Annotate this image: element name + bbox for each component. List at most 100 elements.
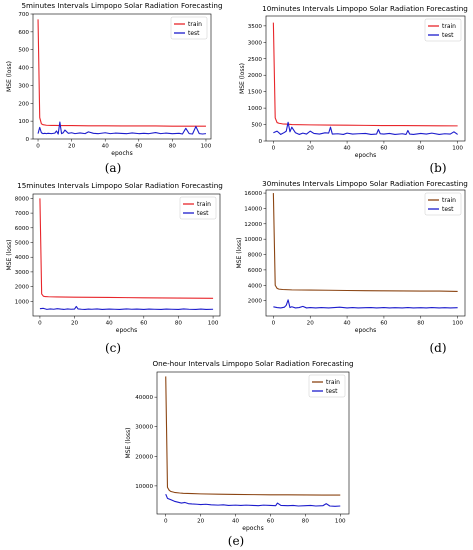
x-tick-label: 80 [175, 321, 183, 327]
series-line-train [272, 22, 458, 127]
chart-title: 30minutes Intervals Limpopo Solar Radiat… [262, 179, 468, 188]
y-tick-label: 16000 [244, 191, 262, 197]
series-line-test [165, 493, 341, 507]
chart-a: 5minutes Intervals Limpopo Solar Radiati… [6, 1, 223, 175]
x-axis-label: epochs [355, 152, 376, 159]
y-tick-label: 6000 [15, 226, 30, 232]
x-tick-label: 100 [452, 321, 463, 327]
x-tick-label: 20 [68, 144, 76, 150]
y-tick-label: 8000 [15, 196, 30, 202]
x-axis-label: epochs [355, 327, 376, 334]
x-tick-label: 100 [452, 146, 463, 152]
y-tick-label: 400 [18, 66, 29, 72]
y-tick-label: 2000 [248, 73, 263, 79]
x-tick-label: 0 [164, 519, 168, 525]
x-axis-label: epochs [111, 150, 132, 157]
x-tick-label: 60 [267, 519, 275, 525]
legend-label-test: test [326, 388, 338, 395]
x-tick-label: 20 [307, 146, 315, 152]
chart-caption: (a) [105, 161, 122, 175]
legend: train test [424, 192, 462, 216]
y-tick-label: 2000 [248, 299, 263, 305]
series-line-test [39, 305, 214, 310]
y-tick-label: 0 [25, 137, 29, 143]
x-tick-label: 40 [344, 146, 352, 152]
x-tick-label: 40 [344, 321, 352, 327]
chart-e: One-hour Intervals Limpopo Solar Radiati… [125, 359, 354, 548]
chart-caption: (c) [105, 341, 121, 355]
series-line-train [165, 376, 341, 496]
legend-label-train: train [197, 201, 211, 208]
x-tick-label: 80 [302, 519, 310, 525]
chart-b: 10minutes Intervals Limpopo Solar Radiat… [239, 4, 468, 175]
legend-label-train: train [442, 197, 456, 204]
y-tick-label: 600 [18, 30, 29, 36]
x-tick-label: 0 [272, 321, 276, 327]
y-tick-label: 500 [18, 48, 29, 54]
y-tick-label: 0 [258, 139, 262, 145]
chart-d: 30minutes Intervals Limpopo Solar Radiat… [236, 179, 468, 355]
legend: train test [308, 374, 346, 398]
y-tick-label: 1500 [248, 90, 263, 96]
x-tick-label: 60 [380, 321, 388, 327]
x-tick-label: 100 [208, 321, 219, 327]
x-tick-label: 20 [197, 519, 205, 525]
series-line-test [37, 121, 207, 135]
y-tick-label: 7000 [15, 211, 30, 217]
y-tick-label: 12000 [244, 222, 262, 228]
legend-label-train: train [442, 23, 456, 30]
y-axis-label: MSE (loss) [236, 238, 243, 269]
x-tick-label: 80 [417, 146, 425, 152]
x-tick-label: 40 [102, 144, 110, 150]
x-tick-label: 20 [307, 321, 315, 327]
y-tick-label: 500 [251, 123, 262, 129]
y-tick-label: 8000 [248, 253, 263, 259]
legend: train test [170, 16, 208, 40]
series-line-test [273, 299, 458, 309]
series-line-test [273, 121, 458, 135]
series-line-train [37, 19, 206, 127]
y-tick-label: 20000 [135, 454, 153, 460]
y-tick-label: 14000 [244, 206, 262, 212]
legend-label-test: test [188, 30, 200, 37]
y-axis-label: MSE (loss) [6, 240, 13, 271]
chart-title: 5minutes Intervals Limpopo Solar Radiati… [21, 1, 222, 10]
series-line-train [39, 198, 214, 299]
y-tick-label: 4000 [15, 255, 30, 261]
y-tick-label: 1000 [248, 106, 263, 112]
x-tick-label: 60 [380, 146, 388, 152]
x-axis-label: epochs [242, 525, 263, 532]
legend-label-test: test [442, 32, 454, 39]
x-tick-label: 0 [272, 146, 276, 152]
x-tick-label: 40 [106, 321, 114, 327]
legend-label-train: train [188, 21, 202, 28]
x-tick-label: 60 [135, 144, 143, 150]
y-tick-label: 10000 [135, 484, 153, 490]
y-tick-label: 30000 [135, 425, 153, 431]
chart-caption: (e) [228, 534, 244, 548]
chart-title: 10minutes Intervals Limpopo Solar Radiat… [262, 4, 468, 13]
y-axis-label: MSE (loss) [6, 61, 13, 92]
y-tick-label: 6000 [248, 268, 263, 274]
chart-title: 15minutes Intervals Limpopo Solar Radiat… [17, 181, 223, 190]
x-tick-label: 20 [71, 321, 79, 327]
x-axis-label: epochs [116, 327, 137, 334]
y-tick-label: 700 [18, 12, 29, 18]
x-tick-label: 100 [335, 519, 346, 525]
y-tick-label: 3000 [15, 270, 30, 276]
y-tick-label: 3500 [248, 24, 263, 30]
y-tick-label: 2000 [15, 285, 30, 291]
y-tick-label: 5000 [15, 241, 30, 247]
x-tick-label: 80 [169, 144, 177, 150]
y-tick-label: 200 [18, 101, 29, 107]
x-tick-label: 0 [38, 321, 42, 327]
x-tick-label: 100 [201, 144, 212, 150]
y-tick-label: 3000 [248, 40, 263, 46]
chart-title: One-hour Intervals Limpopo Solar Radiati… [152, 359, 353, 368]
series-line-train [272, 193, 458, 292]
x-tick-label: 60 [140, 321, 148, 327]
legend-label-train: train [326, 379, 340, 386]
legend: train test [179, 196, 217, 220]
y-tick-label: 100 [18, 119, 29, 125]
